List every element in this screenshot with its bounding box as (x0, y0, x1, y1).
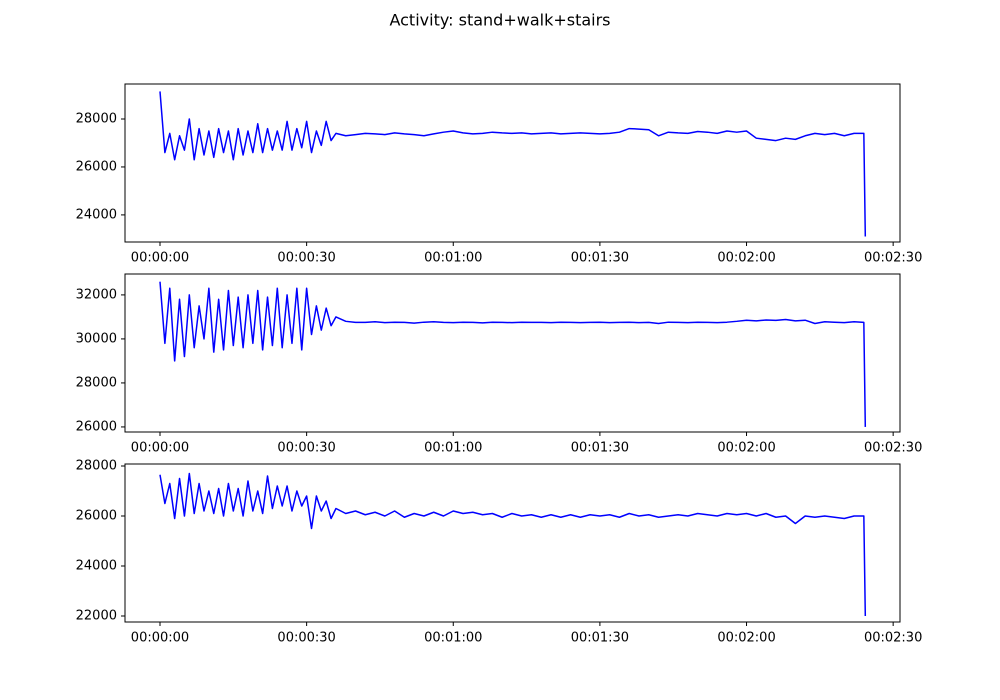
y-tick-label: 26000 (76, 509, 117, 524)
data-line (159, 472, 867, 617)
plot-area (125, 84, 900, 242)
x-tick-label: 00:01:00 (424, 251, 482, 266)
axes-frame (124, 273, 901, 433)
x-tick-label: 00:01:30 (571, 251, 629, 266)
x-tick-label: 00:02:30 (864, 631, 922, 646)
x-tick-label: 00:00:00 (131, 441, 189, 456)
x-tick-label: 00:00:30 (277, 251, 335, 266)
figure-title: Activity: stand+walk+stairs (389, 11, 610, 30)
y-tick-label: 30000 (76, 331, 117, 346)
x-tick-label: 00:01:00 (424, 441, 482, 456)
data-line (159, 281, 867, 427)
x-tick-label: 00:00:00 (131, 251, 189, 266)
y-tick-label: 24000 (76, 559, 117, 574)
x-tick-label: 00:02:00 (717, 441, 775, 456)
y-tick-label: 26000 (76, 419, 117, 434)
x-tick-label: 00:00:00 (131, 631, 189, 646)
y-tick-label: 28000 (76, 112, 117, 127)
plot-area (125, 464, 900, 622)
y-tick-label: 28000 (76, 459, 117, 474)
y-tick-label: 22000 (76, 609, 117, 624)
plot-area (125, 274, 900, 432)
x-tick-label: 00:02:00 (717, 251, 775, 266)
x-tick-label: 00:02:30 (864, 251, 922, 266)
x-tick-label: 00:02:00 (717, 631, 775, 646)
y-tick-label: 24000 (76, 207, 117, 222)
x-tick-label: 00:01:00 (424, 631, 482, 646)
y-tick-label: 32000 (76, 287, 117, 302)
x-tick-label: 00:00:30 (277, 441, 335, 456)
y-tick-label: 28000 (76, 375, 117, 390)
data-line (159, 91, 867, 237)
x-tick-label: 00:01:30 (571, 441, 629, 456)
y-tick-label: 26000 (76, 159, 117, 174)
x-tick-label: 00:00:30 (277, 631, 335, 646)
axes-frame (124, 83, 901, 243)
axes-frame (124, 463, 901, 623)
x-tick-label: 00:02:30 (864, 441, 922, 456)
x-tick-label: 00:01:30 (571, 631, 629, 646)
